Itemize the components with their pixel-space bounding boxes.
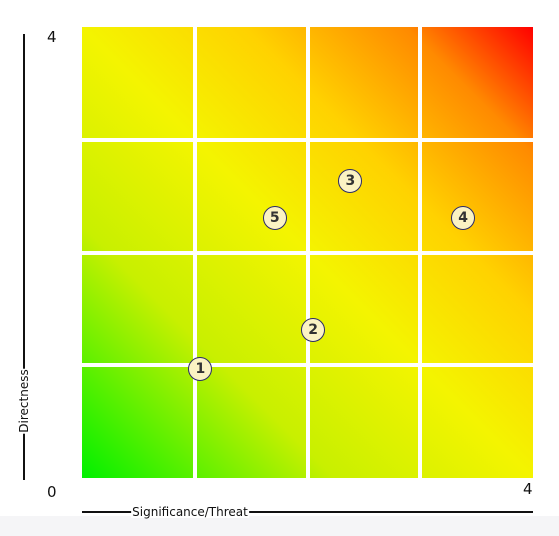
data-point-label: 2 <box>308 322 318 339</box>
data-point-marker-1[interactable]: 1 <box>188 356 213 381</box>
y-axis-rule <box>23 34 25 480</box>
data-point-marker-2[interactable]: 2 <box>301 318 326 343</box>
x-axis-title: Significance/Threat <box>131 505 249 519</box>
x-axis-rule <box>82 511 533 513</box>
risk-matrix-plot-area <box>82 27 533 478</box>
y-tick-max: 4 <box>47 28 57 46</box>
x-tick-max: 4 <box>523 480 533 498</box>
data-point-marker-3[interactable]: 3 <box>338 169 363 194</box>
data-point-label: 5 <box>269 209 280 226</box>
data-point-marker-4[interactable]: 4 <box>451 205 476 230</box>
y-axis-title: Directness <box>17 368 31 434</box>
data-point-marker-5[interactable]: 5 <box>262 205 287 230</box>
footer-band <box>0 516 559 536</box>
data-point-label: 1 <box>195 360 206 377</box>
data-point-label: 4 <box>458 209 468 226</box>
data-point-label: 3 <box>345 173 356 190</box>
x-tick-min: 0 <box>47 483 57 501</box>
grid-line-horizontal <box>82 250 533 255</box>
grid-line-vertical <box>418 27 423 478</box>
grid-line-horizontal <box>82 363 533 368</box>
